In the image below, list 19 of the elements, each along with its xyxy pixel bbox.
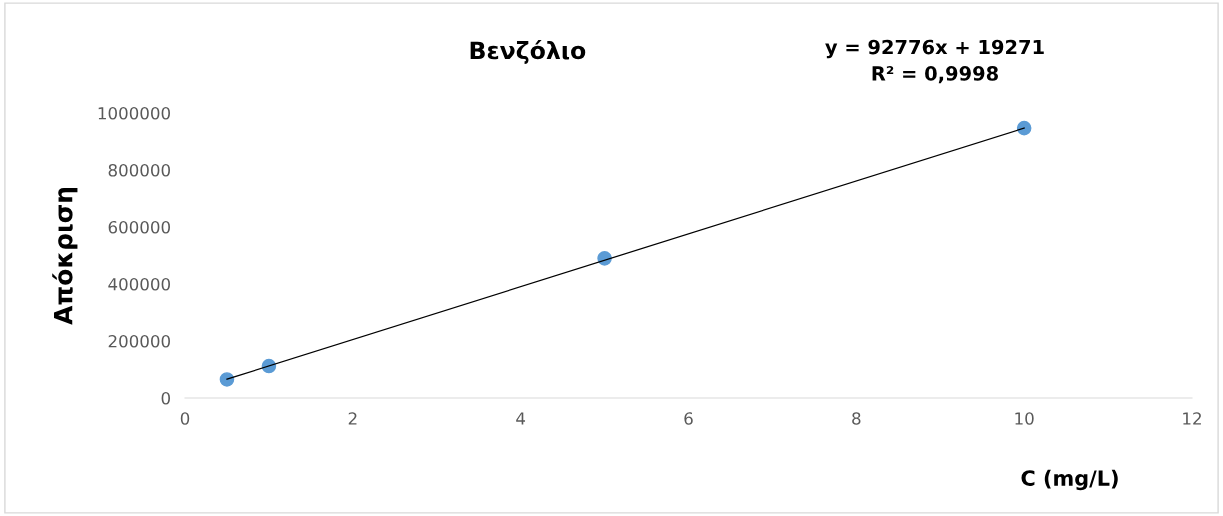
x-tick-label: 4 <box>516 412 526 425</box>
y-tick-label: 800000 <box>108 163 170 177</box>
text: y = 92776x + 19271 R² = 0,9998 <box>825 39 1044 84</box>
x-tick-label: 12 <box>1183 412 1201 425</box>
y-tick-label: 200000 <box>108 334 170 348</box>
x-tick-label: 6 <box>684 412 693 425</box>
x-tick-label: 10 <box>1015 412 1034 425</box>
y-tick-label: 0 <box>161 391 170 405</box>
x-tick-label: 8 <box>852 412 861 425</box>
y-axis-title: Απόκριση <box>52 187 78 325</box>
y-tick-label: 600000 <box>108 220 170 234</box>
point <box>1016 120 1032 136</box>
point <box>219 372 235 387</box>
y-tick-label: 1000000 <box>98 106 170 120</box>
x-tick-label: 2 <box>348 412 357 425</box>
y-tick-label: 400000 <box>108 277 170 291</box>
chart-title: Βενζόλιο <box>470 40 586 64</box>
x-axis-title: C (mg/L) <box>1021 469 1118 491</box>
x-tick-label: 0 <box>180 412 190 425</box>
